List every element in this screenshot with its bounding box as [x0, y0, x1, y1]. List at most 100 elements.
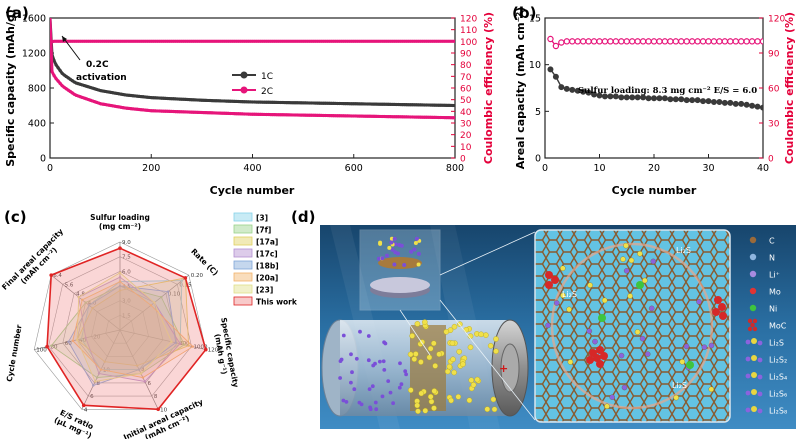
a-annotation-line1: 0.2C: [86, 60, 109, 70]
data-point: [423, 39, 427, 43]
radar-point: [87, 304, 91, 307]
data-point: [356, 39, 360, 43]
panel-a-label: (a): [5, 4, 29, 22]
data-point: [427, 39, 431, 43]
data-point: [137, 39, 141, 43]
data-point: [83, 39, 86, 43]
data-point: [683, 97, 690, 104]
lithium-ion-particle: [350, 370, 354, 375]
data-point: [392, 39, 396, 43]
lithium-ion-particle: [341, 398, 346, 403]
data-point: [281, 39, 285, 43]
radar-point: [118, 246, 122, 250]
radar-point: [118, 271, 122, 274]
legend-li-atom-icon: [757, 408, 763, 414]
polysulfide-particle: [414, 321, 421, 327]
polysulfide-particle: [407, 351, 414, 358]
legend-label: N: [769, 254, 775, 263]
data-point: [398, 39, 402, 43]
lithium-ion-particle: [374, 407, 379, 412]
disc-particle: [389, 240, 394, 245]
y2-tick-label: 70: [460, 73, 472, 83]
data-point: [109, 39, 113, 43]
data-point: [56, 79, 60, 83]
legend-li-atom-icon: [757, 340, 763, 346]
radar-series-thiswork: [46, 247, 207, 411]
polysulfide-particle: [427, 393, 434, 400]
y-tick-label: 5: [535, 107, 541, 118]
disc-inset: [359, 229, 536, 421]
data-point: [54, 39, 58, 43]
data-point: [394, 39, 398, 43]
radar-grid-ring: [91, 300, 149, 357]
polysulfide-particle: [470, 381, 477, 388]
legend-li-atom-icon: [745, 390, 751, 396]
data-point: [182, 39, 186, 43]
data-point: [376, 39, 380, 43]
moc-cluster: [712, 296, 727, 320]
data-point: [672, 38, 680, 45]
data-point: [547, 35, 554, 43]
zoom-particle: [648, 305, 655, 312]
data-point: [295, 39, 299, 43]
data-point: [552, 42, 560, 50]
data-point: [705, 38, 712, 45]
data-point: [732, 38, 739, 45]
data-point: [645, 38, 652, 45]
zoom-line: [439, 299, 536, 421]
radar-legend: [3] [7f] [17a] [17c] [18b] [20a] [23] This work: [233, 212, 298, 307]
data-point: [661, 38, 669, 45]
radar-tick-label: 1200: [208, 348, 222, 354]
data-point: [317, 39, 321, 43]
data-point: [220, 39, 224, 43]
y2-tick-label: 20: [460, 131, 472, 141]
lithium-ion-particle: [370, 384, 375, 389]
data-point: [678, 38, 685, 45]
radar-tick-label: 60: [65, 341, 72, 347]
data-point: [164, 39, 167, 43]
zoom-particle: [604, 403, 610, 410]
radar-tick-label: 6.4: [53, 273, 62, 279]
data-point: [429, 39, 433, 43]
data-point: [629, 38, 636, 45]
data-point: [216, 39, 220, 43]
data-point: [54, 77, 58, 81]
data-point: [93, 39, 96, 43]
data-point: [400, 39, 404, 43]
data-point: [601, 93, 608, 100]
polysulfide-particle: [446, 363, 453, 370]
data-point: [439, 39, 443, 43]
lithium-ion-particle: [341, 333, 346, 338]
data-point: [612, 93, 619, 100]
zoom-particle: [592, 338, 598, 345]
data-point: [68, 39, 72, 43]
data-point: [180, 39, 184, 43]
data-point: [259, 39, 262, 43]
radar-grid-ring: [33, 241, 207, 410]
lithium-ion-particle: [391, 401, 395, 406]
a-y2label: Coulombic efficiency (%): [482, 12, 495, 164]
inset-label-li2s: Li₂S: [676, 246, 691, 255]
lithium-ion-particle: [338, 359, 343, 363]
radar-point: [174, 341, 177, 344]
radar-legend-swatch: [233, 236, 253, 246]
polysulfide-particle: [411, 356, 418, 362]
data-point: [76, 39, 80, 43]
data-point: [727, 38, 734, 45]
data-point: [315, 39, 319, 43]
polysulfide-particle: [444, 368, 451, 375]
data-point: [437, 39, 441, 43]
panel-b: (b) 0 10 20 30 40 0 5 10 15 0 30 60 90 120 Cycle nu…: [512, 4, 796, 197]
data-point: [396, 39, 400, 43]
data-point: [645, 95, 652, 102]
data-point: [58, 81, 62, 85]
x-tick-label: 200: [142, 163, 160, 174]
x-tick-label: 0: [47, 163, 53, 174]
data-point: [678, 96, 685, 103]
polysulfide-particle: [456, 348, 463, 355]
lithium-ion-particle: [388, 390, 393, 395]
data-point: [261, 39, 265, 43]
a-legend-1c-marker: [240, 71, 248, 79]
zoom-particle: [609, 394, 615, 400]
